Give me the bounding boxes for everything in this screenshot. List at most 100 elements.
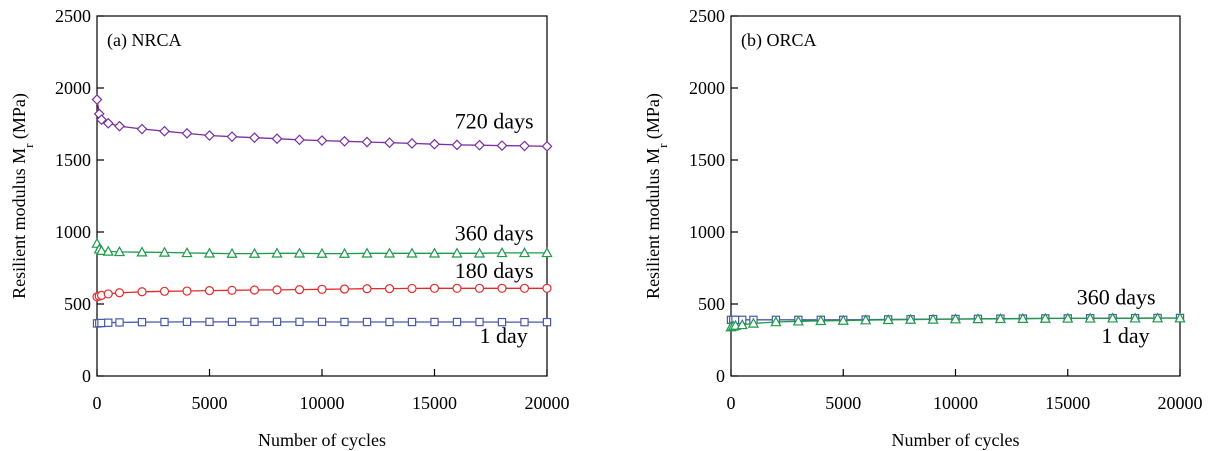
y-tick-label: 1500 xyxy=(689,150,725,170)
data-point xyxy=(272,317,282,327)
data-point xyxy=(451,247,463,258)
y-tick-label: 2000 xyxy=(55,78,91,98)
data-point xyxy=(159,286,170,296)
series-annotation: 1 day xyxy=(480,323,528,348)
data-point xyxy=(339,284,350,294)
data-point xyxy=(182,286,192,296)
data-point xyxy=(159,125,170,137)
data-point xyxy=(181,247,193,258)
data-point xyxy=(407,317,417,327)
y-tick-label: 0 xyxy=(716,366,725,386)
data-point xyxy=(204,286,215,296)
data-point xyxy=(316,135,328,147)
panel-orca: 0 500 1000 1500 2000 2500 0 5000 10000 15000 20000… xyxy=(643,6,1203,450)
data-point xyxy=(972,313,984,324)
x-tick-label: 20000 xyxy=(1158,393,1203,413)
data-point xyxy=(542,317,552,327)
y-tick-label: 0 xyxy=(82,366,91,386)
data-point xyxy=(338,247,351,258)
series-360-days xyxy=(91,237,553,258)
x-axis-label: Number of cycles xyxy=(258,430,386,450)
y-axis-label: Resilient modulus Mr (MPa) xyxy=(643,93,670,299)
data-point xyxy=(272,285,282,295)
data-point xyxy=(362,317,372,327)
data-point xyxy=(103,289,113,299)
data-point xyxy=(361,247,373,258)
series-annotation: 180 days xyxy=(455,258,534,283)
data-point xyxy=(203,247,216,258)
data-point xyxy=(428,247,441,258)
data-point xyxy=(1151,312,1164,323)
series-annotation: 360 days xyxy=(455,221,534,246)
data-point xyxy=(770,316,782,327)
series-annotation: 1 day xyxy=(1101,323,1149,348)
data-point xyxy=(1129,312,1141,323)
y-axis-label-main: Resilient modulus M xyxy=(9,148,29,299)
data-point xyxy=(406,247,418,258)
data-point xyxy=(904,313,917,324)
data-point xyxy=(1039,312,1051,323)
data-point xyxy=(882,314,894,325)
data-point xyxy=(317,317,327,327)
y-axis-label-unit: (MPa) xyxy=(643,93,664,144)
x-tick-label: 0 xyxy=(93,393,102,413)
data-point xyxy=(137,317,147,327)
data-point xyxy=(542,283,552,293)
y-tick-label: 2500 xyxy=(689,6,725,26)
data-point xyxy=(1017,312,1029,323)
data-point xyxy=(226,131,238,143)
series-720-days xyxy=(91,94,553,152)
series-1-day xyxy=(92,317,552,328)
y-axis-label-subscript: r xyxy=(655,143,670,148)
data-point xyxy=(1174,312,1186,323)
data-point xyxy=(430,317,439,327)
data-point xyxy=(383,247,396,258)
data-point xyxy=(250,317,259,327)
data-point xyxy=(249,132,260,144)
data-point xyxy=(949,313,962,324)
data-point xyxy=(792,315,804,326)
series-180-days xyxy=(92,283,552,302)
data-point xyxy=(429,283,440,293)
data-point xyxy=(815,315,827,326)
x-tick-label: 10000 xyxy=(933,393,978,413)
y-tick-label: 500 xyxy=(698,294,725,314)
data-point xyxy=(520,317,529,327)
data-point xyxy=(204,130,215,141)
data-point xyxy=(1107,312,1119,323)
x-tick-label: 10000 xyxy=(300,393,345,413)
panel-title: (b) ORCA xyxy=(741,30,817,51)
data-point xyxy=(316,247,328,258)
data-point xyxy=(518,247,531,258)
data-point xyxy=(182,317,192,327)
data-point xyxy=(115,318,124,327)
data-point xyxy=(91,94,103,105)
data-point xyxy=(226,247,238,258)
y-axis-label-unit: (MPa) xyxy=(9,93,30,144)
x-tick-label: 0 xyxy=(727,393,736,413)
panel-title: (a) NRCA xyxy=(107,30,182,51)
y-tick-label: 1000 xyxy=(55,222,91,242)
data-point xyxy=(104,318,113,327)
x-tick-label: 20000 xyxy=(525,393,570,413)
data-point xyxy=(102,117,114,129)
data-point xyxy=(271,247,283,258)
data-point xyxy=(96,114,107,126)
data-point xyxy=(1062,312,1074,323)
x-tick-label: 15000 xyxy=(412,393,457,413)
data-point xyxy=(317,284,327,294)
data-point xyxy=(102,245,114,256)
y-tick-label: 500 xyxy=(64,294,91,314)
data-point xyxy=(294,285,305,295)
data-point xyxy=(249,285,260,295)
data-point xyxy=(994,312,1007,324)
y-tick-label: 2000 xyxy=(689,78,725,98)
data-point xyxy=(136,123,148,135)
series-annotation: 360 days xyxy=(1077,285,1156,310)
data-point xyxy=(227,317,237,327)
data-point xyxy=(97,318,106,328)
data-point xyxy=(1084,312,1096,323)
data-point xyxy=(362,284,372,294)
data-point xyxy=(384,137,395,149)
